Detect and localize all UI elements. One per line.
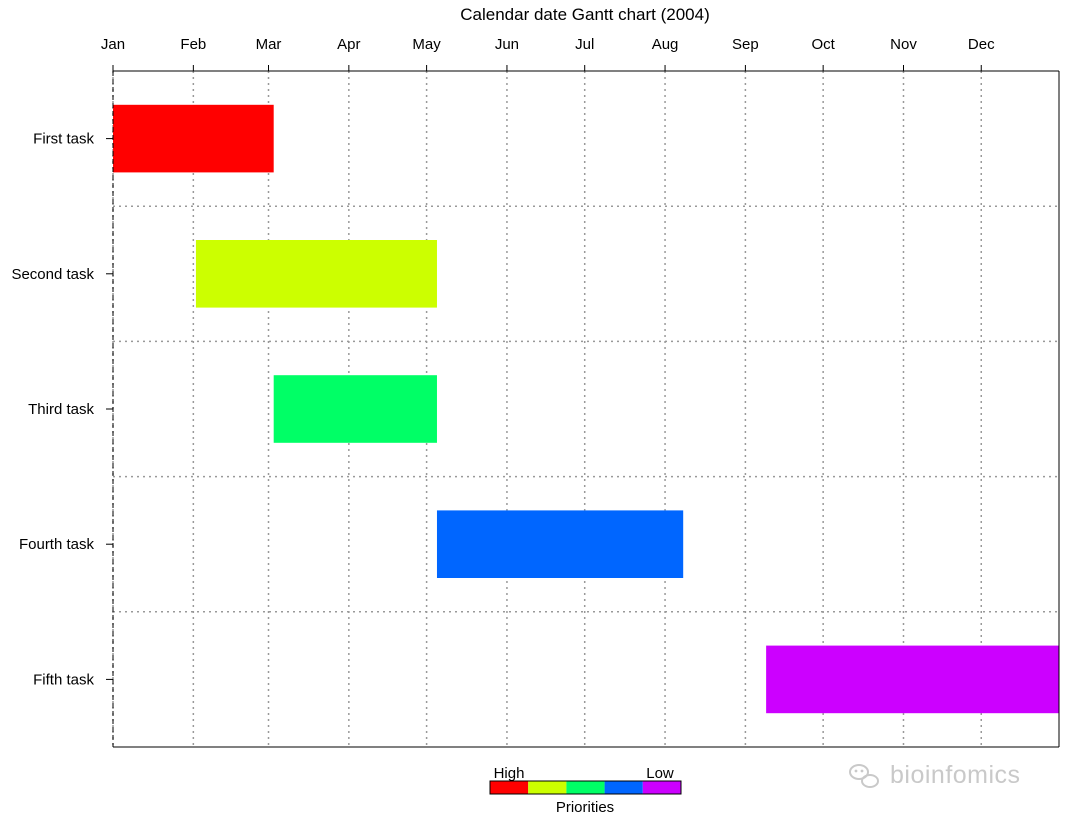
legend-swatches <box>489 780 682 795</box>
legend-swatch-1 <box>528 781 567 794</box>
task-label-4: Fifth task <box>33 671 94 688</box>
legend-swatch-0 <box>490 781 529 794</box>
x-tick-label-0: Jan <box>101 36 125 53</box>
x-tick-label-2: Mar <box>256 36 282 53</box>
task-label-1: Second task <box>11 266 94 283</box>
legend-low-label: Low <box>646 765 674 782</box>
watermark-text: bioinfomics <box>890 761 1021 789</box>
task-bar-3 <box>436 510 684 578</box>
x-tick-label-1: Feb <box>180 36 206 53</box>
legend-swatch-4 <box>642 781 681 794</box>
task-label-2: Third task <box>28 401 94 418</box>
x-tick-label-7: Aug <box>652 36 679 53</box>
chart-title: Calendar date Gantt chart (2004) <box>460 5 709 24</box>
legend-border <box>489 780 682 795</box>
task-bar-0 <box>113 104 274 173</box>
x-tick-label-5: Jun <box>495 36 519 53</box>
x-tick-label-4: May <box>412 36 441 53</box>
priority-legend: High Low Priorities <box>489 765 682 816</box>
wechat-icon-bubble-small <box>861 774 879 788</box>
x-tick-label-10: Nov <box>890 36 917 53</box>
wechat-icon-dot-1 <box>854 769 858 773</box>
wechat-icon <box>849 764 879 788</box>
legend-title: Priorities <box>556 799 614 816</box>
x-tick-label-8: Sep <box>732 36 759 53</box>
watermark: bioinfomics <box>849 761 1021 789</box>
legend-swatch-3 <box>604 781 643 794</box>
legend-swatch-2 <box>566 781 605 794</box>
x-tick-label-3: Apr <box>337 36 360 53</box>
wechat-icon-dot-2 <box>860 769 864 773</box>
legend-high-label: High <box>494 765 525 782</box>
task-bar-2 <box>273 375 437 443</box>
task-bar-1 <box>195 240 437 308</box>
task-label-0: First task <box>33 131 94 148</box>
task-label-3: Fourth task <box>19 536 95 553</box>
wechat-icon-bubble-large <box>849 764 869 780</box>
x-tick-label-11: Dec <box>968 36 995 53</box>
task-bars <box>113 104 1059 714</box>
axes: Jan Feb Mar Apr May Jun Jul Aug Sep Oct Nov Dec Firs… <box>11 36 1060 748</box>
x-tick-label-6: Jul <box>575 36 594 53</box>
task-bar-4 <box>766 645 1059 714</box>
x-tick-label-9: Oct <box>811 36 835 53</box>
